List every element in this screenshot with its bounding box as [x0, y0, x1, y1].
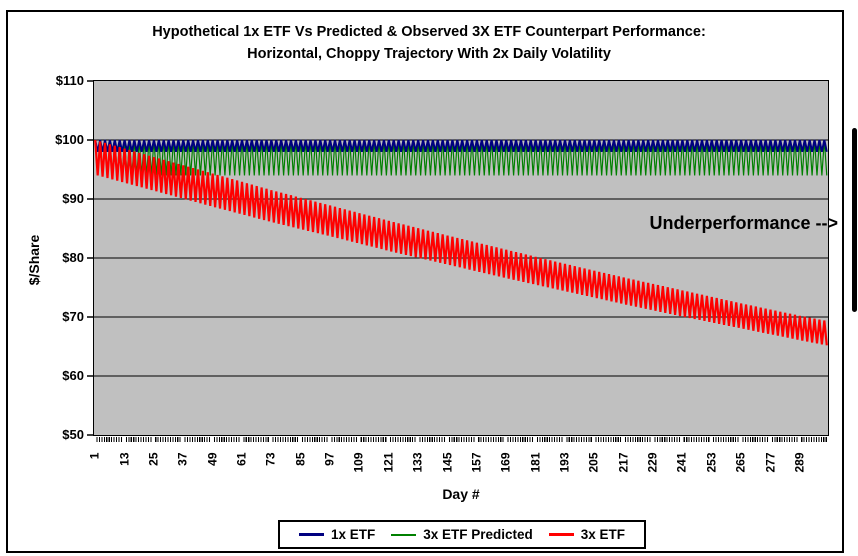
x-tick-label: 49: [205, 452, 220, 466]
y-tick-label: $100: [55, 132, 84, 147]
x-tick-label: 157: [469, 452, 484, 473]
plot-canvas: [87, 80, 828, 436]
x-tick-label: 13: [117, 452, 132, 466]
x-tick-label: 85: [293, 452, 308, 466]
x-tick-label: 241: [674, 452, 689, 473]
x-tick-label: 133: [410, 452, 425, 473]
x-tick-label: 205: [586, 452, 601, 473]
legend-entry: 3x ETF Predicted: [391, 527, 533, 542]
x-tick-label: 73: [263, 452, 278, 466]
y-tick-label: $70: [62, 309, 84, 324]
y-tick-label: $80: [62, 250, 84, 265]
y-tick-label: $50: [62, 427, 84, 442]
legend-line-sample: [391, 533, 417, 536]
x-tick-label: 1: [87, 452, 102, 460]
x-tick-label: 25: [146, 452, 161, 466]
legend-entry: 3x ETF: [548, 527, 626, 542]
x-tick-label: 253: [704, 452, 719, 473]
x-axis-minor-ticks: [94, 437, 828, 442]
legend-label: 3x ETF Predicted: [423, 527, 533, 542]
x-tick-label: 169: [498, 452, 513, 473]
x-tick-label: 37: [175, 452, 190, 466]
x-tick-label: 277: [763, 452, 777, 473]
x-tick-label: 61: [234, 452, 249, 466]
legend-label: 3x ETF: [580, 527, 626, 542]
x-axis-title: Day #: [442, 486, 480, 502]
x-tick-label: 121: [381, 452, 396, 473]
x-tick-label: 229: [645, 452, 660, 473]
scrollbar-thumb[interactable]: [852, 128, 857, 312]
x-tick-label: 145: [440, 452, 455, 473]
x-tick-label: 289: [792, 452, 807, 473]
series-1x-etf: [94, 139, 828, 153]
y-tick-label: $60: [62, 368, 84, 383]
y-tick-label: $90: [62, 191, 84, 206]
underperformance-annotation: Underperformance -->: [649, 213, 838, 233]
chart-title: Hypothetical 1x ETF Vs Predicted & Obser…: [0, 21, 858, 65]
x-tick-label: 97: [322, 452, 337, 466]
chart-title-line1: Hypothetical 1x ETF Vs Predicted & Obser…: [152, 24, 706, 40]
legend-line-sample: [548, 533, 574, 536]
x-tick-label: 265: [733, 452, 748, 473]
x-tick-label: 193: [557, 452, 572, 473]
y-tick-label: $110: [55, 73, 84, 88]
legend-line-sample: [298, 533, 324, 536]
legend-label: 1x ETF: [330, 527, 376, 542]
plot-area: [87, 80, 829, 436]
x-tick-label: 181: [528, 452, 543, 473]
x-tick-label: 109: [351, 452, 366, 473]
series-3x-etf: [94, 139, 828, 346]
x-tick-label: 217: [616, 452, 631, 473]
chart-title-line2: Horizontal, Choppy Trajectory With 2x Da…: [247, 46, 611, 62]
legend: 1x ETF 3x ETF Predicted 3x ETF: [278, 520, 646, 549]
legend-entry: 1x ETF: [298, 527, 376, 542]
